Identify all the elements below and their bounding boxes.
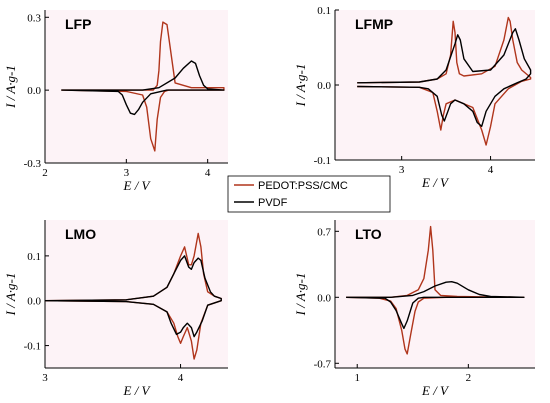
lfmp-plot-area bbox=[335, 10, 535, 160]
lfp-xtick-label: 4 bbox=[205, 167, 211, 179]
lfmp-xtick-label: 4 bbox=[488, 164, 494, 176]
lfp-y-label: I / A·g-1 bbox=[3, 65, 18, 109]
panel-lfp: -0.3 0.0 0.3 2 3 4 LFP E / V I / A·g-1 bbox=[3, 10, 228, 193]
legend-label-pvdf: PVDF bbox=[258, 197, 288, 209]
panel-lmo: -0.1 0.0 0.1 3 4 LMO E / V I / A·g-1 bbox=[3, 220, 228, 398]
lmo-series-pvdf bbox=[44, 255, 222, 338]
lmo-xtick-label: 4 bbox=[178, 372, 184, 384]
lfmp-series-pvdf bbox=[357, 28, 532, 127]
lfp-series-pvdf bbox=[61, 60, 225, 116]
lto-plot-area bbox=[335, 220, 535, 368]
lto-xtick-label: 2 bbox=[466, 372, 472, 384]
lmo-ytick-label: -0.1 bbox=[24, 341, 41, 353]
lfmp-title: LFMP bbox=[355, 16, 393, 32]
legend-box bbox=[227, 175, 391, 213]
lfmp-y-label: I / A·g-1 bbox=[293, 64, 308, 108]
lto-y-label: I / A·g-1 bbox=[293, 273, 308, 317]
lmo-ytick-label: 0.0 bbox=[27, 296, 41, 308]
lmo-title: LMO bbox=[65, 226, 96, 242]
panel-lfmp: -0.1 0.0 0.1 3 4 LFMP E / V I / A·g-1 bbox=[293, 5, 535, 190]
lto-xtick-label: 1 bbox=[354, 372, 360, 384]
legend-label-pedot: PEDOT:PSS/CMC bbox=[258, 180, 348, 192]
lfmp-xtick-label: 3 bbox=[399, 164, 405, 176]
lfp-ytick-label: -0.3 bbox=[24, 158, 42, 170]
lfp-xtick-label: 2 bbox=[42, 167, 48, 179]
lfp-xtick-label: 3 bbox=[124, 167, 130, 179]
lto-series-pvdf bbox=[346, 281, 525, 330]
legend: PEDOT:PSS/CMC PVDF bbox=[227, 175, 391, 213]
lto-title: LTO bbox=[355, 226, 382, 242]
panel-lto: -0.7 0.0 0.7 1 2 LTO E / V I / A·g-1 bbox=[293, 220, 535, 398]
lto-ytick-label: -0.7 bbox=[314, 358, 332, 370]
lmo-xtick-label: 3 bbox=[42, 372, 48, 384]
lfmp-x-label: E / V bbox=[421, 175, 450, 190]
lfmp-ytick-label: 0.1 bbox=[317, 5, 331, 17]
lto-ytick-label: 0.0 bbox=[317, 292, 331, 304]
lfp-x-label: E / V bbox=[123, 178, 152, 193]
lto-ytick-label: 0.7 bbox=[317, 226, 331, 238]
lmo-y-label: I / A·g-1 bbox=[3, 273, 18, 317]
lmo-ytick-label: 0.1 bbox=[27, 251, 41, 263]
lfp-title: LFP bbox=[65, 16, 91, 32]
lfp-ytick-label: 0.0 bbox=[27, 85, 41, 97]
lfmp-series-pedot-pss-cmc bbox=[357, 16, 532, 146]
lto-x-label: E / V bbox=[421, 383, 450, 398]
lfmp-ytick-label: 0.0 bbox=[317, 80, 331, 92]
lmo-x-label: E / V bbox=[123, 383, 152, 398]
lfp-ytick-label: 0.3 bbox=[27, 12, 41, 24]
lfmp-ytick-label: -0.1 bbox=[314, 155, 331, 167]
lfp-plot-area bbox=[45, 10, 228, 163]
